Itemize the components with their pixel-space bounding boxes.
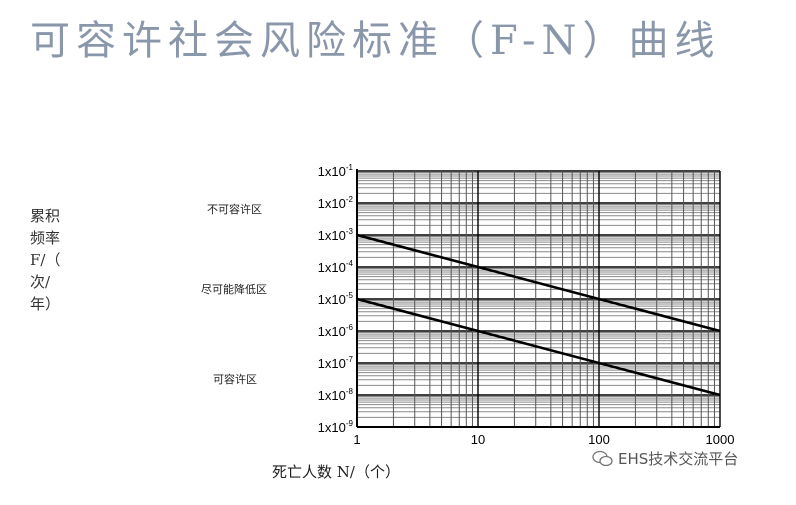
y-label-line: 累积	[30, 207, 61, 225]
x-tick-label: 1000	[706, 432, 735, 447]
wechat-icon	[592, 450, 613, 466]
y-label-line: F/（	[30, 251, 61, 269]
y-tick-label: 1x10-4	[318, 259, 354, 275]
zone-alarp: 尽可能降低区	[201, 283, 267, 296]
y-tick-label: 1x10-1	[318, 163, 354, 179]
fn-line-2	[356, 297, 721, 397]
y-axis-label: 累积 频率 F/（ 次/ 年）	[30, 205, 78, 315]
y-tick-label: 1x10-5	[318, 291, 354, 307]
x-tick-label: 1	[353, 432, 360, 447]
x-tick-label: 100	[588, 432, 610, 447]
zone-tolerable: 可容许区	[213, 373, 257, 386]
y-tick-label: 1x10-8	[318, 387, 354, 403]
y-label-line: 年）	[30, 295, 61, 313]
y-tick-label: 1x10-2	[318, 195, 354, 211]
y-tick-label: 1x10-3	[318, 227, 354, 243]
y-label-line: 次/	[30, 273, 51, 291]
y-tick-label: 1x10-6	[318, 323, 354, 339]
watermark-text: EHS技术交流平台	[618, 450, 739, 468]
x-axis-label: 死亡人数 N/（个）	[272, 463, 400, 481]
watermark: EHS技术交流平台	[592, 448, 738, 469]
x-tick-label: 10	[471, 432, 485, 447]
page-title: 可容许社会风险标准（F-N）曲线	[30, 18, 721, 64]
y-tick-label: 1x10-9	[318, 419, 354, 435]
y-label-line: 频率	[30, 229, 61, 247]
zone-intolerable: 不可容许区	[207, 203, 262, 216]
fn-line-1	[356, 233, 721, 333]
y-tick-label: 1x10-7	[318, 355, 354, 371]
